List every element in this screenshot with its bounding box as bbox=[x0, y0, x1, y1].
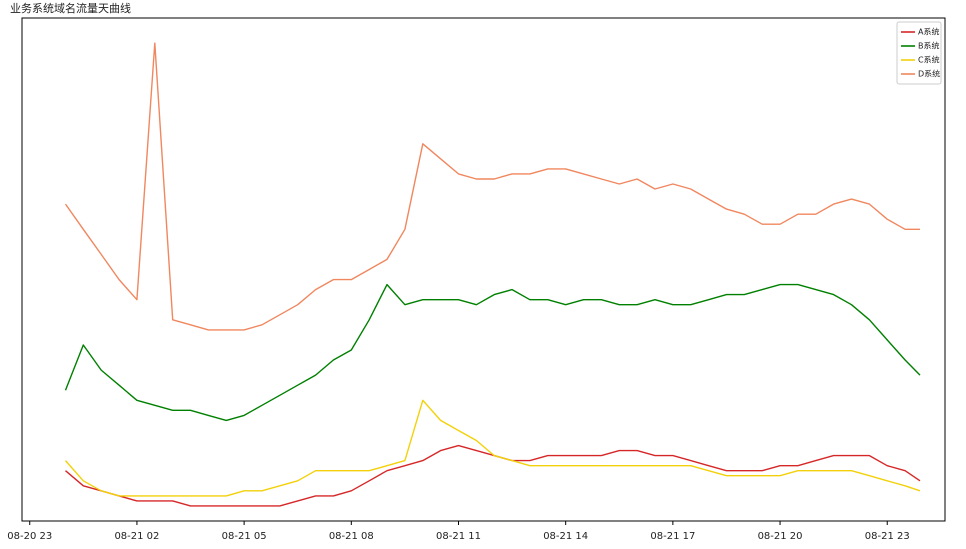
x-tick-label: 08-21 11 bbox=[436, 531, 481, 542]
legend-label: C系统 bbox=[918, 55, 940, 65]
x-tick-label: 08-21 08 bbox=[329, 531, 374, 542]
x-tick-label: 08-21 02 bbox=[114, 531, 159, 542]
legend-label: B系统 bbox=[918, 41, 940, 51]
x-tick-label: 08-21 20 bbox=[758, 531, 803, 542]
series-line bbox=[64, 399, 921, 497]
x-tick-label: 08-21 05 bbox=[222, 531, 267, 542]
legend-box bbox=[896, 21, 942, 85]
x-tick-label: 08-21 14 bbox=[543, 531, 588, 542]
legend-label: A系统 bbox=[918, 27, 939, 37]
plot-frame bbox=[21, 17, 946, 522]
legend-label: D系统 bbox=[918, 69, 940, 79]
chart-title: 业务系统域名流量天曲线 bbox=[10, 1, 131, 15]
series-line bbox=[64, 283, 921, 422]
x-tick-label: 08-20 23 bbox=[7, 531, 52, 542]
x-tick-label: 08-21 23 bbox=[865, 531, 910, 542]
series-line bbox=[64, 42, 920, 331]
x-tick-label: 08-21 17 bbox=[650, 531, 695, 542]
